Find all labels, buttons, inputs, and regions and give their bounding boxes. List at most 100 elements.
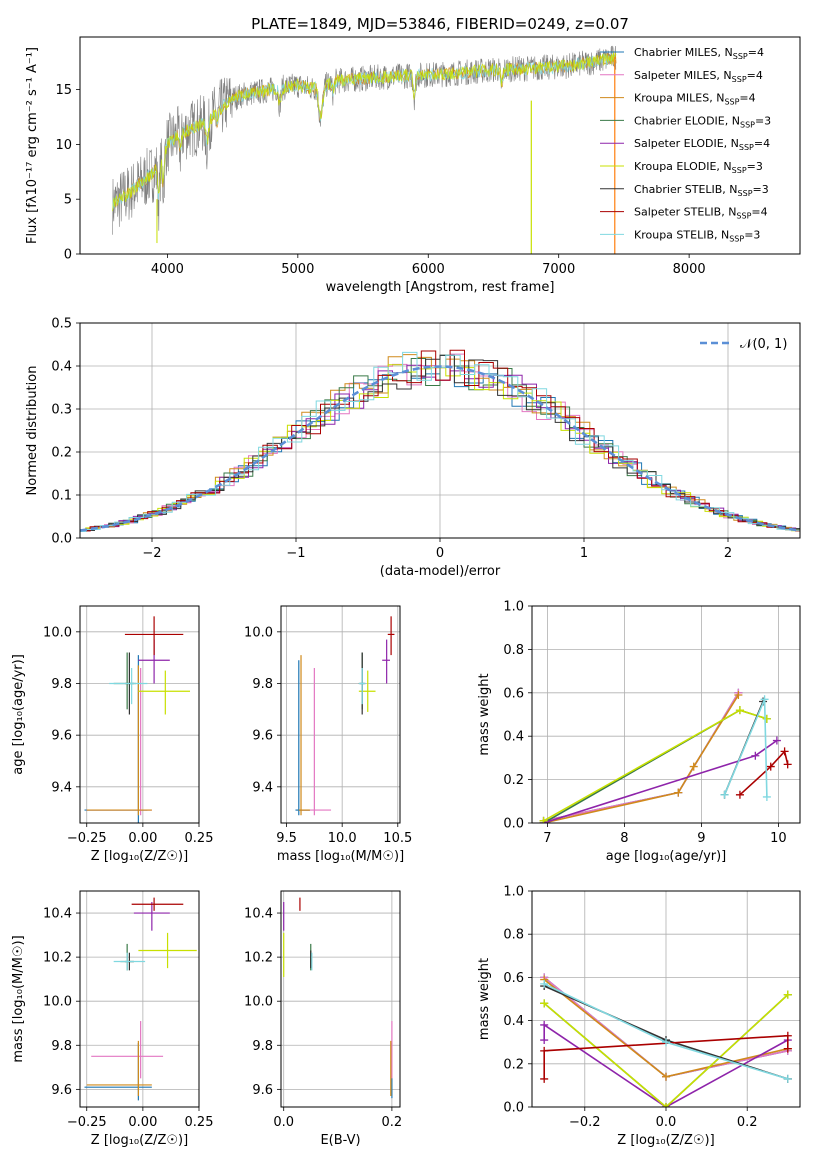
massEbv-ytick-label: 10.4 bbox=[244, 907, 273, 922]
mwZ-ytick-label: 0.6 bbox=[503, 971, 524, 986]
mwAge-line-kroupa-elodie-marker bbox=[762, 714, 771, 723]
residuals-xtick-label: 2 bbox=[724, 546, 732, 561]
mwZ-line-kroupa-elodie-marker bbox=[662, 1103, 670, 1107]
massEbv-xtick-label: 0.0 bbox=[273, 1115, 294, 1130]
mwZ-line-kroupa-elodie-marker bbox=[540, 999, 549, 1008]
mwZ-ylabel: mass weight bbox=[477, 958, 492, 1040]
residuals-ytick-label: 0.5 bbox=[51, 317, 72, 332]
mwAge-line-kroupa-stelib-marker bbox=[720, 790, 729, 799]
massZ-ytick-label: 9.8 bbox=[51, 1039, 72, 1054]
spectrum-xtick-label: 5000 bbox=[281, 262, 314, 277]
normal-curve bbox=[80, 365, 800, 532]
spectrum-legend-label: Salpeter ELODIE, NSSP=4 bbox=[634, 137, 770, 152]
mwZ-line-salpeter-stelib-marker bbox=[783, 1031, 792, 1040]
spectrum-legend-label: Salpeter STELIB, NSSP=4 bbox=[634, 206, 768, 221]
mwZ-ytick-label: 0.4 bbox=[503, 1014, 524, 1029]
residuals-ytick-label: 0.2 bbox=[51, 446, 72, 461]
mwAge-line-salpeter-stelib bbox=[739, 749, 789, 796]
massEbv-ytick-label: 9.8 bbox=[252, 1039, 273, 1054]
massEbv-xtick-label: 0.2 bbox=[382, 1115, 403, 1130]
residuals-xtick-label: −2 bbox=[142, 546, 161, 561]
ageZ-xtick-label: 0.00 bbox=[128, 831, 157, 846]
mwZ-ytick-label: 0.0 bbox=[503, 1101, 524, 1116]
ageMass-frame bbox=[280, 605, 401, 824]
mwAge-line-salpeter-stelib-marker bbox=[766, 762, 775, 771]
ageMass-ytick-label: 9.4 bbox=[252, 780, 273, 795]
mwAge-xlabel: age [log₁₀(age/yr)] bbox=[606, 849, 727, 864]
massEbv-points bbox=[283, 897, 393, 1099]
spectrum-xtick-label: 6000 bbox=[412, 262, 445, 277]
massZ-ytick-label: 10.2 bbox=[43, 951, 72, 966]
massEbv-ytick-label: 10.0 bbox=[244, 995, 273, 1010]
mwAge-line-kroupa-miles-marker bbox=[674, 788, 683, 797]
mwAge-line-chabrier-elodie bbox=[543, 709, 768, 823]
massZ-ytick-label: 10.4 bbox=[43, 907, 72, 922]
massZ-ytick-label: 9.6 bbox=[51, 1083, 72, 1098]
spectrum-xlabel: wavelength [Angstrom, rest frame] bbox=[326, 280, 555, 295]
mwAge-line-kroupa-miles-marker bbox=[689, 762, 698, 771]
mwAge-ytick-label: 0.0 bbox=[503, 817, 524, 832]
spectrum-xtick-label: 4000 bbox=[151, 262, 184, 277]
residual-hists bbox=[80, 349, 800, 532]
massZ-points bbox=[84, 897, 197, 1101]
ageZ-xtick-label: 0.25 bbox=[185, 831, 214, 846]
ageMass-points bbox=[295, 616, 395, 816]
residuals-ylabel: Normed distribution bbox=[25, 366, 40, 496]
massZ-ytick-label: 10.0 bbox=[43, 995, 72, 1010]
mwZ-ytick-label: 0.8 bbox=[503, 928, 524, 943]
mwZ-line-kroupa-stelib-marker bbox=[662, 1038, 670, 1047]
mwZ-line-salpeter-stelib-marker bbox=[540, 1074, 549, 1083]
mwZ-line-salpeter-elodie-marker bbox=[540, 1020, 549, 1029]
mwAge-ytick-label: 0.4 bbox=[503, 730, 524, 745]
ageZ-points bbox=[84, 616, 191, 823]
spectrum-lines bbox=[112, 45, 617, 254]
massEbv-xlabel: E(B-V) bbox=[320, 1133, 360, 1148]
spectrum-legend-label: Salpeter MILES, NSSP=4 bbox=[634, 69, 763, 84]
ageMass-xtick-label: 10.0 bbox=[328, 831, 357, 846]
mwZ-series bbox=[540, 973, 792, 1107]
ageMass-ytick-label: 9.8 bbox=[252, 677, 273, 692]
massZ-xtick-label: 0.00 bbox=[128, 1115, 157, 1130]
mwAge-ytick-label: 1.0 bbox=[503, 600, 524, 615]
spectrum-model-line bbox=[112, 51, 617, 212]
mwZ-ytick-label: 1.0 bbox=[503, 885, 524, 900]
spectrum-legend-label: Kroupa STELIB, NSSP=3 bbox=[634, 228, 760, 243]
residuals-xlabel: (data-model)/error bbox=[380, 564, 501, 579]
mwAge-line-salpeter-stelib-marker bbox=[735, 790, 744, 799]
spectrum-legend-label: Chabrier MILES, NSSP=4 bbox=[634, 46, 764, 61]
ageMass-xlabel: mass [log₁₀(M/M☉)] bbox=[277, 849, 404, 864]
mwAge-ylabel: mass weight bbox=[477, 673, 492, 755]
mwZ-xtick-label: −0.2 bbox=[569, 1115, 601, 1130]
spectrum-ytick-label: 15 bbox=[55, 83, 72, 98]
ageZ-ytick-label: 9.6 bbox=[51, 729, 72, 744]
mwZ-line-kroupa-miles-marker bbox=[662, 1072, 670, 1081]
ageMass-xtick-label: 10.5 bbox=[383, 831, 412, 846]
spectrum-ytick-label: 0 bbox=[64, 248, 72, 263]
mwAge-line-kroupa-elodie-marker bbox=[735, 706, 744, 715]
massZ-frame bbox=[79, 890, 200, 1108]
mwZ-ytick-label: 0.2 bbox=[503, 1057, 524, 1072]
massEbv-ytick-label: 10.2 bbox=[244, 951, 273, 966]
mwAge-line-salpeter-stelib-marker bbox=[783, 760, 792, 769]
normal-legend-label: 𝒩(0, 1) bbox=[740, 337, 787, 352]
mwAge-xtick-label: 9 bbox=[697, 831, 705, 846]
massEbv-ytick-label: 9.6 bbox=[252, 1083, 273, 1098]
spectrum-xtick-label: 7000 bbox=[542, 262, 575, 277]
ageMass-xtick-label: 9.5 bbox=[276, 831, 297, 846]
mwAge-line-kroupa-elodie-marker bbox=[539, 816, 548, 823]
mwZ-line-kroupa-elodie-marker bbox=[783, 990, 792, 999]
residuals-xtick-label: 1 bbox=[580, 546, 588, 561]
mwZ-xtick-label: 0.2 bbox=[737, 1115, 758, 1130]
spectrum-data-line bbox=[112, 45, 617, 235]
mwAge-line-kroupa-miles-marker bbox=[734, 690, 743, 699]
ageZ-ytick-label: 10.0 bbox=[43, 625, 72, 640]
spectrum-ytick-label: 5 bbox=[64, 193, 72, 208]
ageZ-xtick-label: −0.25 bbox=[67, 831, 107, 846]
mwAge-line-kroupa-stelib-marker bbox=[762, 792, 771, 801]
mwAge-line-kroupa-stelib bbox=[723, 698, 768, 798]
mwZ-line-salpeter-stelib-marker bbox=[540, 1046, 549, 1055]
figure-title: PLATE=1849, MJD=53846, FIBERID=0249, z=0… bbox=[251, 15, 629, 33]
mwAge-xtick-label: 8 bbox=[620, 831, 628, 846]
spectrum-legend-label: Chabrier STELIB, NSSP=3 bbox=[634, 183, 769, 198]
mwZ-line-kroupa-elodie bbox=[543, 994, 789, 1107]
